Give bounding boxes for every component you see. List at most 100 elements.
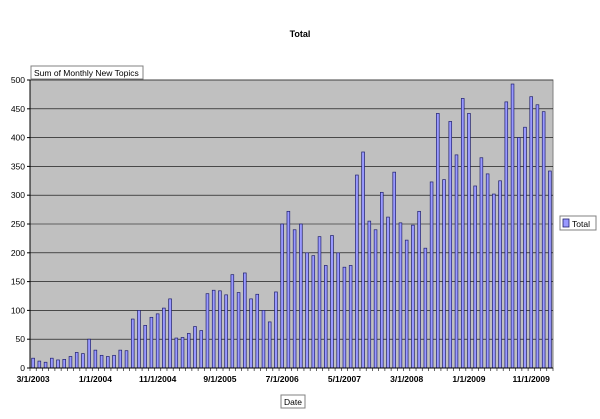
- bar: [130, 318, 135, 369]
- bar: [286, 210, 291, 369]
- bar: [373, 229, 378, 369]
- bar: [106, 356, 110, 369]
- bar: [280, 223, 284, 369]
- bar: [436, 113, 440, 369]
- bar: [485, 173, 490, 369]
- data-field-button[interactable]: Sum of Monthly New Topics: [30, 65, 144, 80]
- bar: [361, 151, 365, 369]
- y-tick-label: 300: [11, 190, 25, 200]
- gridlines: [30, 79, 553, 340]
- bar: [311, 255, 316, 369]
- x-tick-label: 7/1/2006: [266, 374, 299, 384]
- x-tick-label: 5/1/2007: [328, 374, 361, 384]
- bar: [87, 338, 91, 369]
- bar: [50, 357, 54, 369]
- bar: [149, 316, 154, 369]
- y-tick-label: 150: [11, 277, 25, 287]
- x-tick-label: 11/1/2004: [139, 374, 177, 384]
- y-axis-ticks: 0 50 100 150 200 250 300 350 400 450 500: [11, 75, 30, 373]
- bar: [74, 352, 79, 369]
- y-tick-label: 500: [11, 75, 25, 85]
- bar: [230, 274, 235, 369]
- bar: [274, 291, 278, 369]
- bar: [93, 349, 98, 369]
- x-tick-label: 9/1/2005: [203, 374, 236, 384]
- bar: [367, 220, 372, 369]
- y-tick-label: 400: [11, 133, 25, 143]
- bar: [479, 157, 484, 369]
- bar: [348, 265, 353, 369]
- bar: [498, 180, 502, 369]
- bar: [404, 239, 409, 369]
- bar: [62, 359, 66, 369]
- bar: [155, 313, 160, 369]
- bar: [305, 252, 309, 369]
- x-axis-field-button[interactable]: Date: [280, 394, 306, 409]
- bar: [454, 154, 459, 369]
- y-tick-label: 450: [11, 104, 25, 114]
- bar: [342, 266, 347, 369]
- bar: [218, 290, 222, 369]
- y-tick-label: 350: [11, 161, 25, 171]
- x-tick-label: 3/1/2003: [17, 374, 50, 384]
- chart-title: Total: [290, 29, 311, 39]
- bar: [37, 360, 42, 369]
- bar: [398, 222, 403, 369]
- bar: [355, 174, 359, 369]
- bar: [180, 337, 185, 369]
- bar: [504, 101, 509, 369]
- bar: [467, 113, 471, 369]
- bar: [423, 247, 428, 369]
- bar: [236, 292, 241, 369]
- y-tick-label: 100: [11, 305, 25, 315]
- legend-swatch: [562, 218, 570, 228]
- bar: [199, 330, 203, 369]
- bar: [411, 224, 415, 369]
- bar: [43, 361, 48, 369]
- bar: [292, 229, 297, 369]
- x-axis-label: Date: [284, 397, 302, 407]
- bar: [143, 325, 147, 369]
- bar: [386, 216, 390, 369]
- x-tick-label: 11/1/2009: [513, 374, 551, 384]
- bar: [523, 126, 527, 369]
- bar: [299, 223, 303, 369]
- bar: [68, 356, 73, 369]
- bar: [336, 252, 340, 369]
- bar: [448, 121, 453, 369]
- bar: [243, 272, 247, 369]
- bar: [174, 337, 179, 369]
- data-field-label: Sum of Monthly New Topics: [34, 68, 139, 78]
- x-tick-label: 1/1/2004: [79, 374, 112, 384]
- x-axis-ticks: 3/1/2003 1/1/2004 11/1/2004 9/1/2005 7/1/200…: [17, 368, 554, 384]
- bar: [137, 310, 141, 369]
- bar: [81, 353, 85, 369]
- bar: [417, 210, 421, 369]
- bar: [492, 193, 496, 369]
- bar: [255, 293, 260, 369]
- bar: [249, 298, 253, 369]
- bar: [224, 294, 228, 369]
- bar: [510, 83, 515, 369]
- bar: [261, 310, 266, 369]
- bar: [473, 185, 477, 369]
- bar: [118, 349, 123, 369]
- bar: [168, 298, 172, 369]
- bar: [31, 357, 35, 369]
- bar: [99, 354, 104, 369]
- bar: [162, 307, 166, 369]
- bar: [541, 111, 546, 369]
- bar: [460, 98, 465, 369]
- bar: [124, 350, 129, 369]
- bar: [193, 326, 197, 369]
- bar: [317, 236, 322, 369]
- y-tick-label: 250: [11, 219, 25, 229]
- bar: [211, 289, 216, 369]
- bar: [548, 170, 552, 369]
- bar: [517, 137, 521, 369]
- bar: [429, 181, 434, 369]
- bar: [112, 354, 116, 369]
- legend: Total: [559, 215, 597, 231]
